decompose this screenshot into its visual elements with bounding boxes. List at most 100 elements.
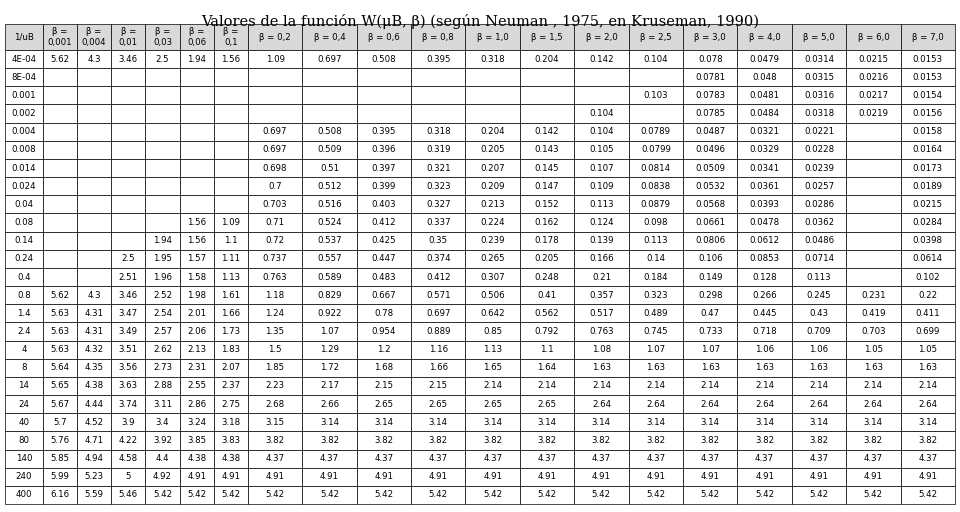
Text: 4.35: 4.35 [84, 364, 104, 372]
Bar [248, 177, 302, 195]
Bar [737, 104, 792, 123]
Text: 2.15: 2.15 [374, 381, 394, 391]
Bar [411, 50, 466, 68]
Bar [43, 359, 77, 377]
Bar [411, 231, 466, 250]
Bar [214, 68, 248, 87]
Text: β = 2,0: β = 2,0 [586, 32, 617, 41]
Bar [180, 231, 214, 250]
Bar [683, 323, 737, 340]
Bar [792, 340, 846, 359]
Bar [411, 304, 466, 323]
Bar [302, 431, 357, 450]
Bar [248, 123, 302, 141]
Text: 4.38: 4.38 [187, 454, 206, 463]
Text: 2.65: 2.65 [483, 400, 502, 409]
Text: 24: 24 [18, 400, 30, 409]
Bar [111, 159, 145, 177]
Text: 0.697: 0.697 [263, 127, 287, 136]
Bar [737, 486, 792, 504]
Bar [629, 377, 683, 395]
Text: 2.31: 2.31 [187, 364, 206, 372]
Bar [629, 24, 683, 50]
Bar [214, 359, 248, 377]
Bar [43, 141, 77, 159]
Bar [683, 377, 737, 395]
Bar [574, 159, 629, 177]
Text: 0.14: 0.14 [14, 236, 34, 245]
Bar [180, 268, 214, 286]
Bar [683, 486, 737, 504]
Text: 3.14: 3.14 [701, 418, 720, 427]
Bar [248, 323, 302, 340]
Bar [411, 68, 466, 87]
Bar [846, 323, 900, 340]
Bar [145, 87, 180, 104]
Text: 0.113: 0.113 [643, 236, 668, 245]
Bar [111, 24, 145, 50]
Text: 5.42: 5.42 [266, 490, 284, 499]
Text: 0.524: 0.524 [317, 218, 342, 227]
Text: 0.589: 0.589 [317, 272, 342, 282]
Bar [357, 159, 411, 177]
Bar [900, 286, 955, 304]
Bar [357, 340, 411, 359]
Bar [520, 87, 574, 104]
Bar [792, 286, 846, 304]
Bar [520, 268, 574, 286]
Bar [846, 104, 900, 123]
Bar [77, 340, 111, 359]
Bar [180, 304, 214, 323]
Text: 0.43: 0.43 [809, 309, 828, 318]
Text: 3.14: 3.14 [646, 418, 665, 427]
Text: 0.0158: 0.0158 [913, 127, 943, 136]
Text: 3.46: 3.46 [119, 291, 138, 300]
Text: 0.0612: 0.0612 [750, 236, 780, 245]
Bar [145, 104, 180, 123]
Text: 1.56: 1.56 [187, 236, 206, 245]
Bar [77, 304, 111, 323]
Bar [77, 268, 111, 286]
Text: 2.64: 2.64 [864, 400, 883, 409]
Text: 8: 8 [21, 364, 27, 372]
Bar [111, 413, 145, 431]
Bar [302, 467, 357, 486]
Text: 2.86: 2.86 [187, 400, 206, 409]
Bar [683, 123, 737, 141]
Text: 0.0486: 0.0486 [804, 236, 834, 245]
Bar [846, 450, 900, 467]
Text: 0.239: 0.239 [480, 236, 505, 245]
Text: 0.0838: 0.0838 [640, 182, 671, 190]
Bar [214, 413, 248, 431]
Text: 0.489: 0.489 [643, 309, 668, 318]
Text: 80: 80 [18, 436, 30, 445]
Bar [737, 304, 792, 323]
Bar [302, 214, 357, 231]
Text: 4.4: 4.4 [156, 454, 169, 463]
Text: 3.82: 3.82 [429, 436, 447, 445]
Text: 0.001: 0.001 [12, 91, 36, 100]
Bar [411, 431, 466, 450]
Text: 3.51: 3.51 [119, 345, 138, 354]
Text: 14: 14 [18, 381, 30, 391]
Bar [43, 214, 77, 231]
Bar [846, 195, 900, 214]
Bar [629, 195, 683, 214]
Bar [357, 250, 411, 268]
Bar [411, 450, 466, 467]
Bar [248, 214, 302, 231]
Text: 0.557: 0.557 [317, 254, 342, 263]
Text: 0.318: 0.318 [426, 127, 450, 136]
Bar [520, 24, 574, 50]
Bar [411, 214, 466, 231]
Text: 0.162: 0.162 [535, 218, 560, 227]
Bar [77, 159, 111, 177]
Bar [5, 177, 43, 195]
Text: 40: 40 [18, 418, 30, 427]
Text: 3.14: 3.14 [592, 418, 611, 427]
Text: 0.0783: 0.0783 [695, 91, 726, 100]
Bar [629, 268, 683, 286]
Text: 0.562: 0.562 [535, 309, 560, 318]
Text: β = 4,0: β = 4,0 [749, 32, 780, 41]
Bar [629, 250, 683, 268]
